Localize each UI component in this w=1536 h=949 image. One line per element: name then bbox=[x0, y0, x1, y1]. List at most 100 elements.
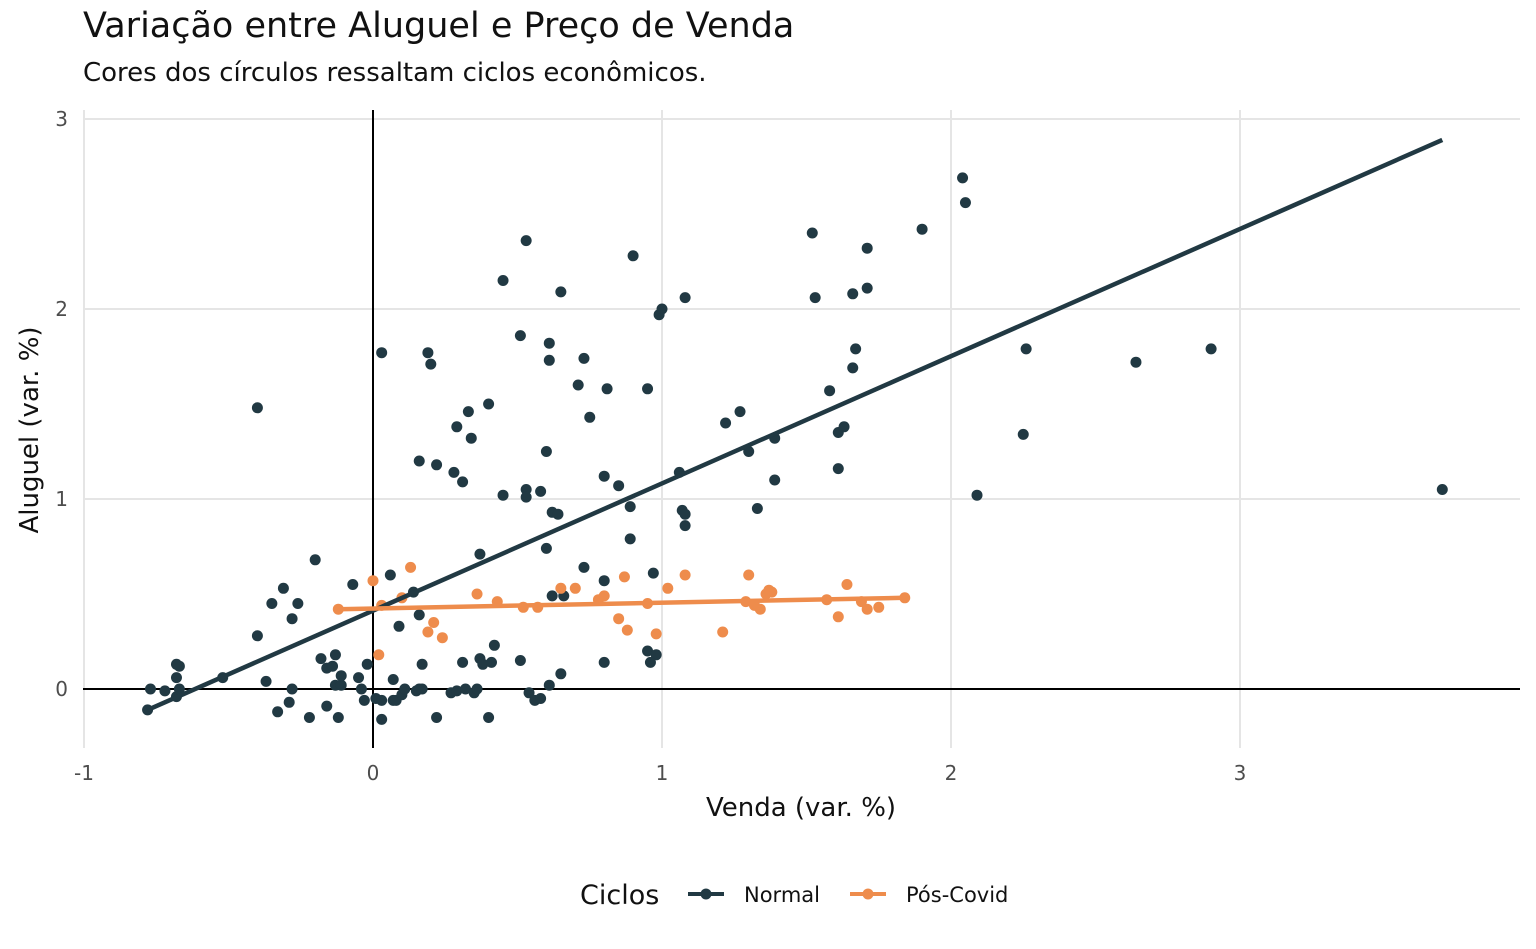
point-p-s-covid bbox=[373, 649, 385, 661]
point-normal bbox=[535, 485, 547, 497]
point-normal bbox=[387, 674, 399, 685]
y-tick-label: 3 bbox=[55, 107, 68, 131]
point-normal bbox=[335, 679, 347, 691]
point-normal bbox=[543, 679, 555, 691]
point-normal bbox=[462, 406, 474, 418]
point-normal bbox=[170, 672, 182, 684]
point-normal bbox=[847, 362, 859, 374]
reference-lines bbox=[83, 110, 1520, 748]
point-normal bbox=[251, 630, 263, 642]
point-normal bbox=[598, 656, 610, 668]
x-tick-label: 0 bbox=[367, 761, 380, 785]
point-normal bbox=[413, 609, 425, 621]
point-normal bbox=[477, 658, 489, 670]
point-normal bbox=[335, 670, 347, 682]
point-normal bbox=[751, 503, 763, 514]
point-normal bbox=[347, 579, 359, 590]
point-normal bbox=[483, 712, 495, 723]
point-normal bbox=[824, 385, 836, 397]
point-p-s-covid bbox=[422, 626, 434, 638]
point-normal bbox=[850, 343, 862, 355]
point-normal bbox=[555, 286, 567, 298]
point-normal bbox=[376, 347, 388, 359]
point-p-s-covid bbox=[662, 582, 674, 594]
point-normal bbox=[916, 223, 928, 235]
point-normal bbox=[540, 542, 552, 554]
point-normal bbox=[266, 598, 278, 609]
point-p-s-covid bbox=[471, 588, 483, 600]
x-tick-label: -1 bbox=[74, 761, 94, 785]
point-normal bbox=[355, 683, 367, 695]
point-normal bbox=[416, 658, 428, 670]
y-axis-title: Aluguel (var. %) bbox=[15, 326, 45, 533]
x-tick-label: 2 bbox=[945, 761, 958, 785]
point-normal bbox=[361, 658, 373, 670]
point-normal bbox=[734, 406, 746, 418]
point-normal bbox=[272, 706, 284, 718]
point-p-s-covid bbox=[873, 601, 885, 613]
point-normal bbox=[647, 567, 659, 579]
point-normal bbox=[584, 411, 596, 423]
point-normal bbox=[329, 649, 341, 661]
point-normal bbox=[457, 656, 469, 668]
point-normal bbox=[679, 508, 691, 520]
point-normal bbox=[1020, 343, 1032, 355]
y-tick-label: 1 bbox=[55, 487, 68, 511]
point-normal bbox=[679, 292, 691, 304]
point-normal bbox=[260, 675, 272, 687]
point-p-s-covid bbox=[766, 586, 778, 598]
point-normal bbox=[520, 491, 532, 503]
point-normal bbox=[572, 379, 584, 391]
point-normal bbox=[332, 712, 344, 723]
point-normal bbox=[497, 275, 509, 286]
point-normal bbox=[416, 683, 428, 695]
point-normal bbox=[393, 620, 405, 632]
point-normal bbox=[376, 713, 388, 725]
point-p-s-covid bbox=[598, 590, 610, 602]
point-normal bbox=[613, 480, 625, 492]
trend-lines bbox=[146, 137, 1444, 712]
point-normal bbox=[1205, 343, 1217, 355]
point-normal bbox=[384, 569, 396, 581]
point-normal bbox=[514, 330, 526, 342]
point-normal bbox=[624, 501, 636, 513]
trend-line-normal bbox=[146, 137, 1444, 712]
x-tick-label: 3 bbox=[1234, 761, 1247, 785]
point-normal bbox=[624, 533, 636, 545]
point-normal bbox=[431, 459, 443, 471]
y-tick-label: 0 bbox=[55, 677, 68, 701]
point-p-s-covid bbox=[569, 582, 581, 594]
point-normal bbox=[399, 683, 411, 695]
point-normal bbox=[552, 508, 564, 520]
point-p-s-covid bbox=[367, 575, 379, 587]
point-normal bbox=[488, 639, 500, 651]
point-normal bbox=[627, 250, 639, 262]
point-normal bbox=[598, 470, 610, 482]
point-normal bbox=[321, 700, 333, 712]
point-normal bbox=[838, 421, 850, 433]
point-normal bbox=[497, 489, 509, 501]
trend-line-p-s-covid bbox=[338, 595, 905, 612]
point-normal bbox=[578, 561, 590, 573]
point-normal bbox=[847, 288, 859, 300]
point-p-s-covid bbox=[405, 561, 417, 573]
point-p-s-covid bbox=[650, 628, 662, 640]
point-normal bbox=[376, 694, 388, 706]
legend-label-p-s-covid: Pós-Covid bbox=[906, 883, 1008, 907]
point-normal bbox=[315, 653, 327, 665]
point-normal bbox=[650, 649, 662, 661]
point-normal bbox=[159, 685, 171, 697]
point-normal bbox=[555, 668, 567, 680]
point-normal bbox=[523, 687, 535, 699]
point-normal bbox=[832, 463, 844, 475]
point-p-s-covid bbox=[428, 617, 440, 628]
point-normal bbox=[598, 575, 610, 587]
point-normal bbox=[173, 683, 185, 695]
point-normal bbox=[1017, 428, 1029, 440]
legend-label-normal: Normal bbox=[744, 883, 820, 907]
point-normal bbox=[644, 656, 656, 668]
point-normal bbox=[514, 655, 526, 666]
chart-title: Variação entre Aluguel e Preço de Venda bbox=[83, 6, 795, 46]
point-normal bbox=[292, 598, 304, 609]
point-normal bbox=[448, 466, 460, 478]
